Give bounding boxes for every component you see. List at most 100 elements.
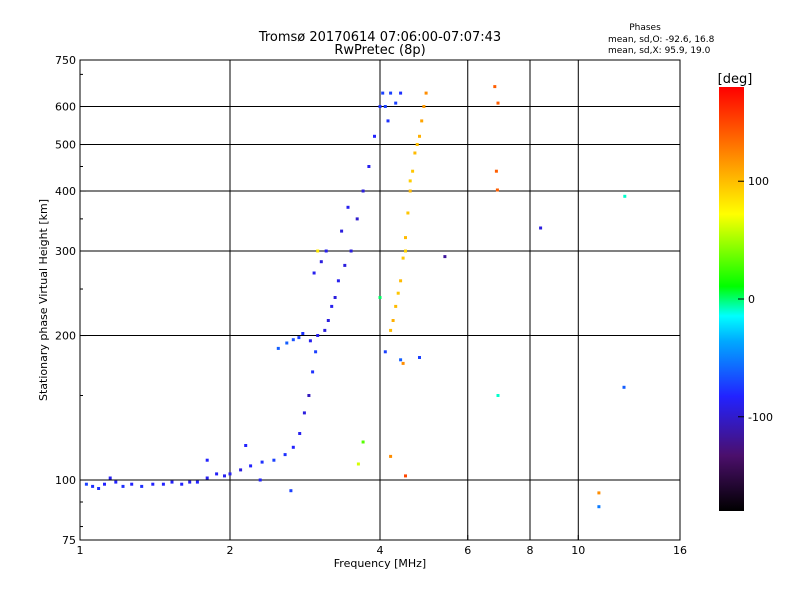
- colorbar-tick-label: 100: [748, 175, 769, 188]
- phases-x-stats: mean, sd,X: 95.9, 19.0: [608, 46, 711, 56]
- chart-subtitle: RwPretec (8p): [334, 43, 425, 58]
- data-point: [389, 454, 393, 458]
- y-axis-label: Stationary phase Virtual Height [km]: [37, 199, 50, 401]
- data-point: [298, 432, 302, 435]
- data-point: [326, 319, 330, 322]
- data-point: [418, 356, 421, 359]
- data-point: [312, 271, 316, 275]
- x-tick-label: 4: [377, 544, 384, 557]
- data-point: [597, 491, 601, 495]
- data-point: [239, 468, 243, 472]
- colorbar-tick-label: -100: [748, 411, 773, 424]
- data-point: [495, 188, 499, 192]
- y-tick-label: 75: [62, 534, 76, 547]
- data-point: [343, 263, 347, 267]
- colorbar-ticks: 100 0 -100: [738, 175, 773, 424]
- data-point: [622, 385, 626, 389]
- data-point: [297, 336, 301, 340]
- x-axis-label: Frequency [MHz]: [334, 557, 426, 570]
- data-point: [140, 484, 144, 488]
- data-point: [401, 256, 405, 260]
- x-tick-label: 1: [77, 544, 84, 557]
- data-point: [378, 105, 382, 108]
- data-point: [336, 279, 340, 283]
- data-point: [302, 411, 306, 415]
- data-point: [195, 480, 199, 484]
- data-point: [494, 169, 498, 173]
- data-point: [389, 91, 393, 95]
- data-point: [205, 476, 209, 480]
- colorbar-tick-label: 0: [748, 293, 755, 306]
- y-tick-label: 500: [55, 139, 76, 152]
- phases-title: Phases: [629, 23, 661, 33]
- data-point: [422, 105, 426, 108]
- data-point: [283, 453, 287, 457]
- data-point: [623, 194, 627, 198]
- data-point: [161, 482, 165, 486]
- data-point: [597, 505, 601, 509]
- data-point: [391, 319, 395, 322]
- data-point: [406, 211, 410, 215]
- x-tick-label: 2: [227, 544, 234, 557]
- data-point: [333, 296, 337, 299]
- data-point: [307, 394, 311, 397]
- data-point: [355, 217, 359, 221]
- data-point: [324, 249, 328, 253]
- data-point: [389, 328, 393, 332]
- y-tick-label: 400: [55, 185, 76, 198]
- data-point: [84, 482, 88, 486]
- phases-o-stats: mean, sd,O: -92.6, 16.8: [608, 35, 715, 45]
- data-point: [381, 91, 385, 95]
- data-point: [399, 358, 403, 362]
- data-point: [228, 472, 232, 476]
- data-point: [330, 304, 334, 308]
- data-point: [285, 341, 289, 345]
- data-point: [308, 339, 312, 343]
- data-point: [91, 484, 95, 488]
- data-point: [401, 361, 405, 365]
- data-point: [349, 249, 353, 253]
- data-point: [103, 482, 106, 486]
- x-axis: 1 2 4 6 8 10 16: [77, 535, 687, 557]
- data-point: [361, 189, 365, 193]
- data-point: [361, 440, 365, 444]
- y-tick-label: 200: [55, 330, 76, 343]
- data-point: [276, 346, 280, 350]
- data-point: [314, 350, 318, 354]
- data-point: [249, 464, 253, 468]
- data-point: [316, 249, 320, 253]
- data-point: [394, 304, 398, 308]
- chart-title: Tromsø 20170614 07:06:00-07:07:43: [258, 30, 501, 45]
- y-axis: 75 100 200 300 400 500 600 750: [55, 54, 86, 547]
- data-point: [151, 482, 155, 486]
- colorbar-label: [deg]: [718, 72, 753, 87]
- data-point: [170, 480, 174, 484]
- data-point: [260, 460, 264, 464]
- data-points: [84, 85, 627, 509]
- data-point: [346, 205, 350, 209]
- data-point: [258, 478, 262, 482]
- data-point: [394, 101, 398, 105]
- data-point: [323, 328, 327, 332]
- data-point: [291, 338, 295, 342]
- y-tick-label: 100: [55, 474, 76, 487]
- data-point: [539, 226, 543, 230]
- data-point: [130, 482, 134, 486]
- data-point: [316, 334, 320, 337]
- x-tick-label: 16: [673, 544, 687, 557]
- data-point: [356, 462, 360, 466]
- data-point: [399, 91, 403, 95]
- data-point: [496, 101, 500, 105]
- data-point: [121, 484, 125, 488]
- y-tick-label: 300: [55, 245, 76, 258]
- data-point: [114, 480, 118, 484]
- data-point: [408, 189, 412, 193]
- data-point: [272, 458, 276, 462]
- data-point: [443, 255, 447, 259]
- data-point: [493, 85, 497, 89]
- data-point: [291, 445, 295, 449]
- data-point: [373, 134, 376, 138]
- x-tick-label: 10: [571, 544, 585, 557]
- data-point: [215, 472, 219, 476]
